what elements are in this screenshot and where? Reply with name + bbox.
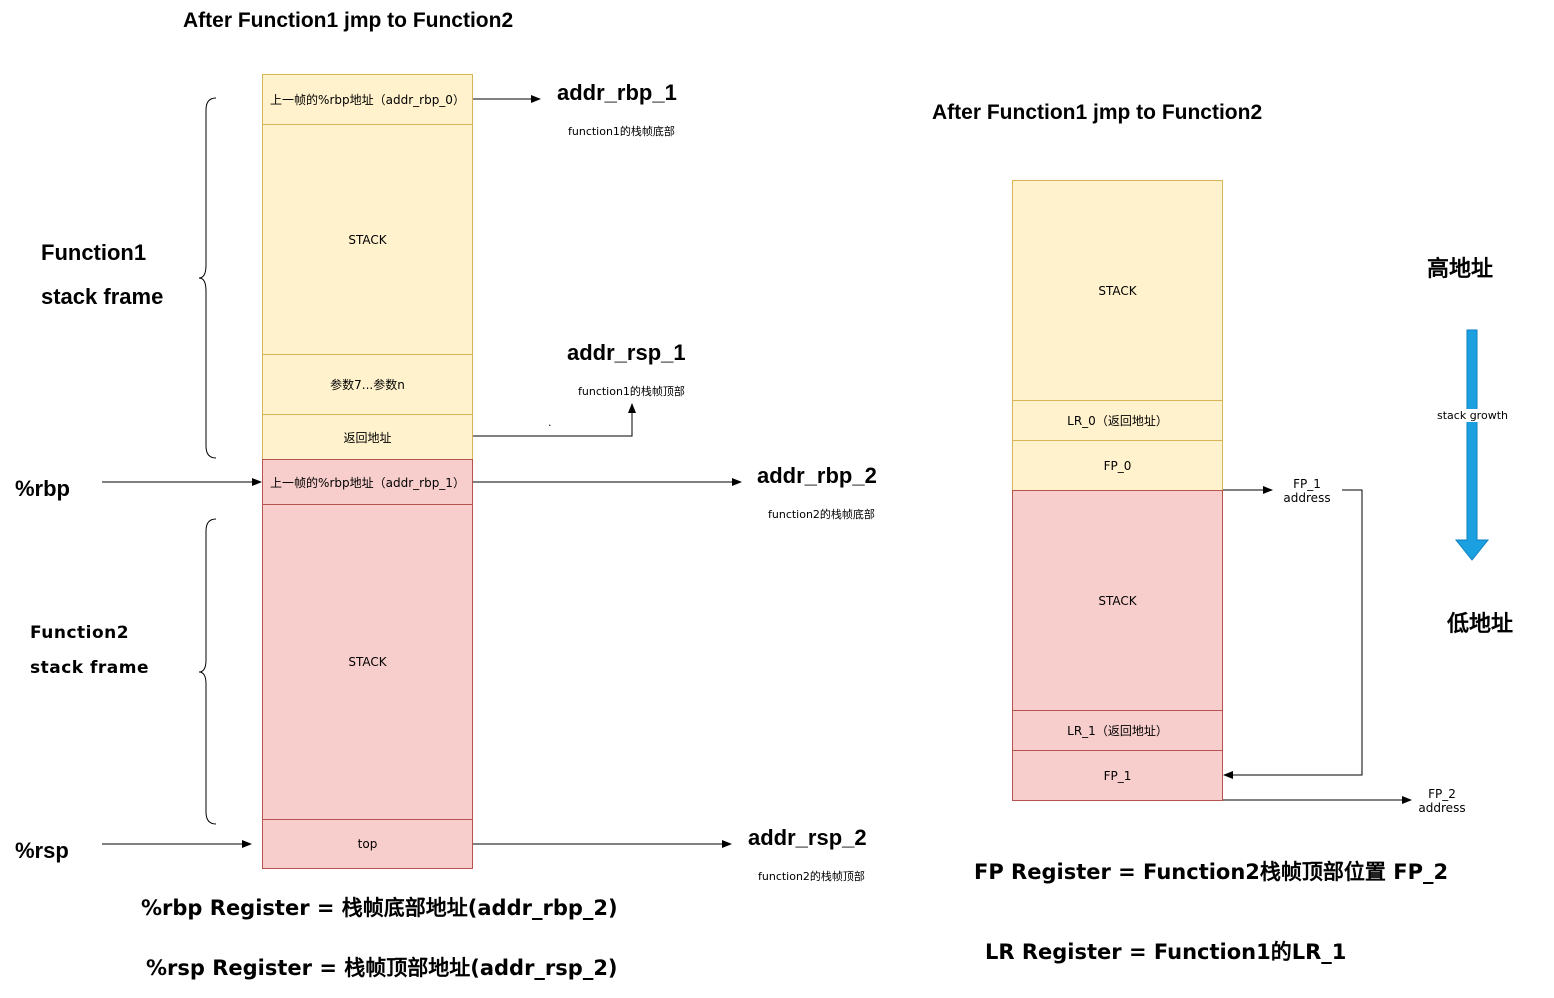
- addr-rsp-1-arrow: [473, 403, 636, 437]
- left-diagram-title: After Function1 jmp to Function2: [183, 9, 514, 32]
- fp2-address-label: FP_2 address: [1407, 787, 1477, 815]
- stray-dot: .: [548, 416, 552, 429]
- function2-label-line1: Function2: [30, 623, 130, 643]
- function1-stack-cell: STACK: [262, 124, 473, 355]
- rsp-register-label: %rsp: [15, 838, 69, 863]
- function1-stack-frame-label: Function1 stack frame: [41, 231, 163, 319]
- function2-label-line2: stack frame: [30, 658, 150, 678]
- function2-brace: [198, 518, 217, 825]
- high-address-label: 高地址: [1427, 257, 1494, 282]
- right-function2-stack-cell: STACK: [1012, 490, 1223, 711]
- top-cell: top: [262, 819, 473, 869]
- rbp-register-label: %rbp: [15, 476, 70, 501]
- addr-rsp-1-label: addr_rsp_1: [567, 340, 686, 365]
- addr-rsp-2-label: addr_rsp_2: [748, 825, 867, 850]
- lr1-cell: LR_1（返回地址）: [1012, 710, 1223, 751]
- right-function1-stack-cell: STACK: [1012, 180, 1223, 401]
- function2-stack-frame-label: Function2 stack frame: [30, 616, 149, 686]
- addr-rbp-1-note: function1的栈帧底部: [568, 125, 675, 138]
- rsp-register-equation: %rsp Register = 栈帧顶部地址(addr_rsp_2): [146, 956, 618, 980]
- fp1-address-line1: FP_1: [1293, 477, 1321, 491]
- stack-growth-arrow: [1454, 329, 1490, 561]
- fp2-address-line2: address: [1418, 801, 1466, 815]
- fp0-cell: FP_0: [1012, 440, 1223, 491]
- prev-rbp-0-cell: 上一帧的%rbp地址（addr_rbp_0）: [262, 74, 473, 125]
- addr-rbp-2-label: addr_rbp_2: [757, 463, 877, 488]
- addr-rsp-1-note: function1的栈帧顶部: [578, 385, 685, 398]
- addr-rbp-1-label: addr_rbp_1: [557, 80, 677, 105]
- function1-label-line2: stack frame: [41, 284, 164, 309]
- addr-rsp-2-note: function2的栈帧顶部: [758, 870, 865, 883]
- prev-rbp-1-cell: 上一帧的%rbp地址（addr_rbp_1）: [262, 459, 473, 505]
- rbp-register-equation: %rbp Register = 栈帧底部地址(addr_rbp_2): [141, 896, 618, 920]
- fp1-address-label: FP_1 address: [1272, 477, 1342, 505]
- fp1-link-arrow: [1223, 489, 1363, 779]
- function1-brace: [198, 97, 217, 459]
- function2-stack-cell: STACK: [262, 504, 473, 820]
- stack-growth-label: stack growth: [1436, 409, 1509, 422]
- return-address-cell: 返回地址: [262, 414, 473, 460]
- fp1-address-line2: address: [1283, 491, 1331, 505]
- fp-register-equation: FP Register = Function2栈帧顶部位置 FP_2: [974, 860, 1449, 884]
- fp2-address-line1: FP_2: [1428, 787, 1456, 801]
- fp1-cell: FP_1: [1012, 750, 1223, 801]
- function1-label-line1: Function1: [41, 240, 147, 265]
- lr0-cell: LR_0（返回地址）: [1012, 400, 1223, 441]
- lr-register-equation: LR Register = Function1的LR_1: [985, 940, 1347, 964]
- right-diagram-title: After Function1 jmp to Function2: [932, 101, 1263, 124]
- addr-rbp-2-note: function2的栈帧底部: [768, 508, 875, 521]
- low-address-label: 低地址: [1447, 612, 1514, 637]
- params-cell: 参数7...参数n: [262, 354, 473, 415]
